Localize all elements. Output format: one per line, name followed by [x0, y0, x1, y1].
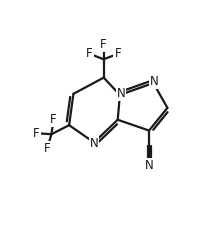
Text: N: N: [150, 75, 159, 88]
Text: F: F: [114, 47, 121, 60]
Text: N: N: [117, 87, 125, 100]
Text: F: F: [50, 113, 57, 126]
Text: F: F: [86, 47, 93, 60]
Text: N: N: [90, 137, 98, 150]
Text: F: F: [100, 38, 107, 51]
Text: F: F: [33, 127, 40, 140]
Text: F: F: [44, 142, 50, 155]
Text: N: N: [145, 159, 153, 172]
